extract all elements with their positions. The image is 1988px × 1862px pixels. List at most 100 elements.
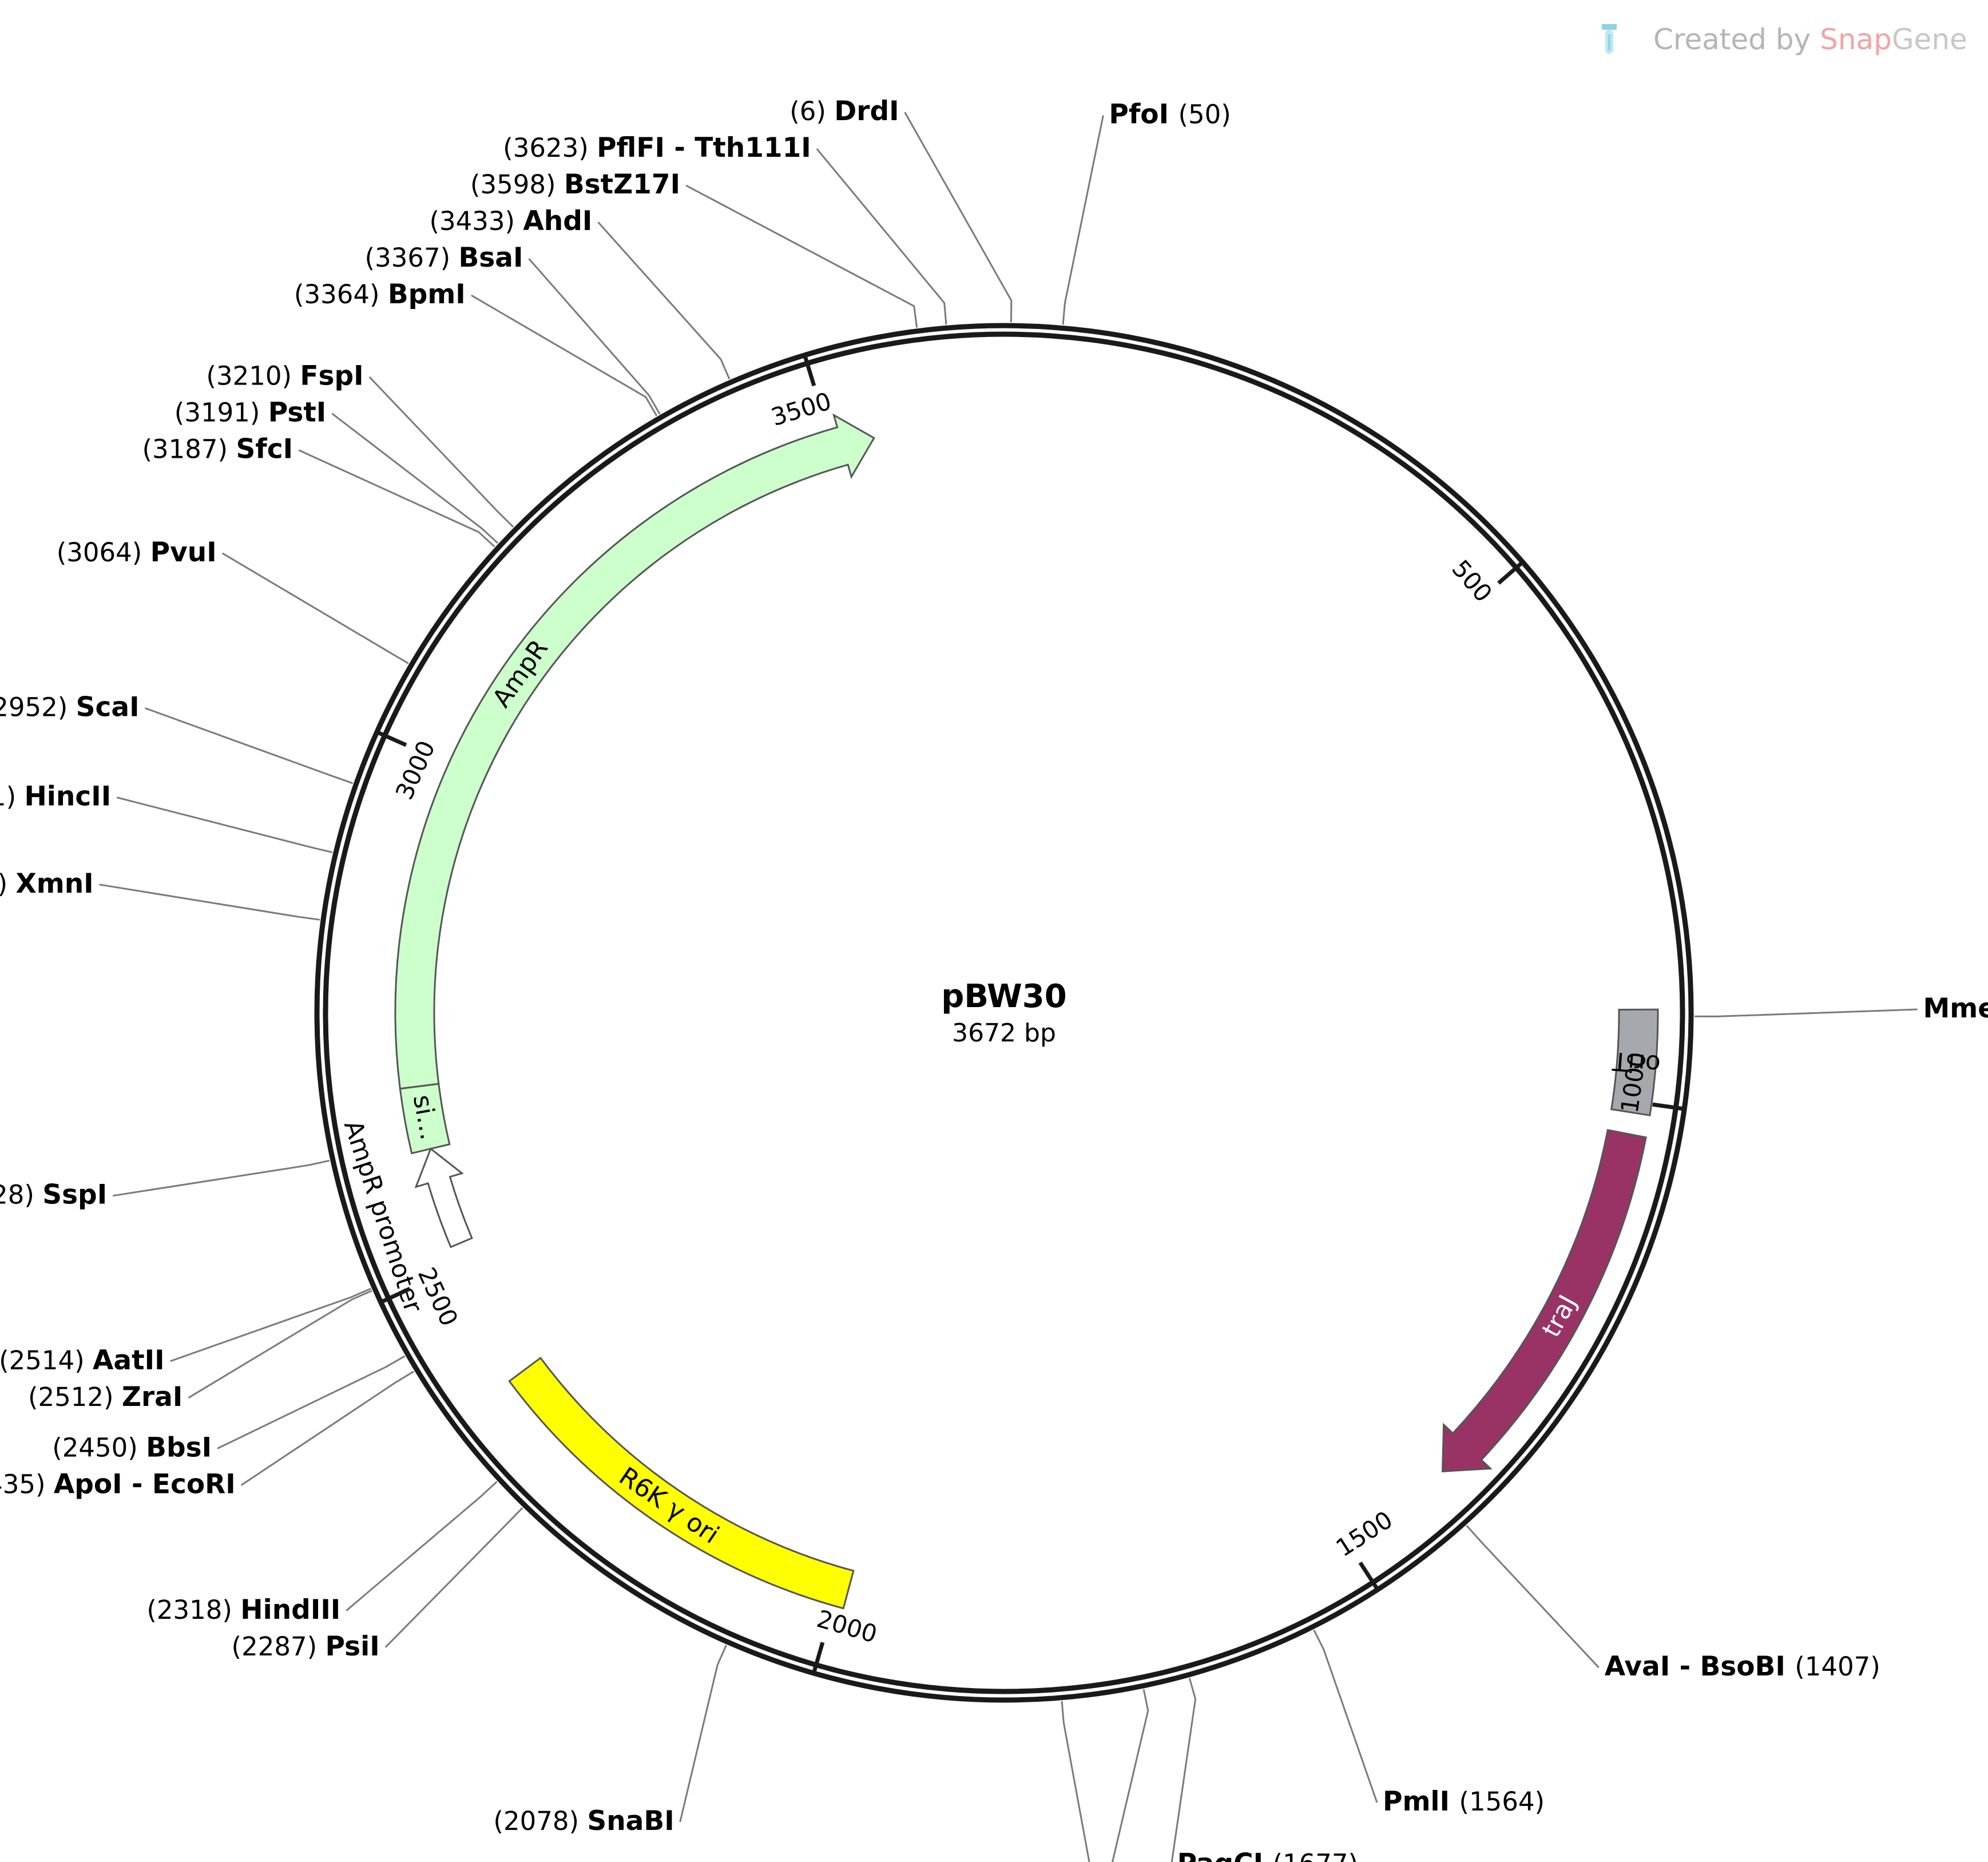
tick-mark-1500	[1358, 1561, 1380, 1591]
feature-signal[interactable]: si…	[399, 1083, 451, 1155]
site-name-ahdi: AhdI	[523, 205, 592, 237]
feature-shape-ampr-promoter	[414, 1147, 473, 1249]
site-label-pmli[interactable]: PmlI (1564)	[1383, 1786, 1545, 1817]
site-position-pmli: (1564)	[1459, 1786, 1545, 1817]
site-label-xmni[interactable]: (2833) XmnI	[0, 868, 94, 900]
site-position-xmni: (2833)	[0, 869, 16, 899]
tick-mark-2500	[380, 1286, 411, 1304]
site-name-avai-bsobi: AvaI - BsoBI	[1605, 1651, 1795, 1682]
site-leader-pflfi-tth111i	[816, 148, 947, 325]
site-label-snabi[interactable]: (2078) SnaBI	[493, 1805, 674, 1837]
site-name-snabi: SnaBI	[587, 1805, 674, 1837]
site-label-bsai[interactable]: (3367) BsaI	[365, 242, 523, 274]
site-name-pfoi: PfoI	[1109, 99, 1178, 130]
site-name-hincii: HincII	[24, 781, 111, 813]
site-leader-pmli	[1313, 1629, 1378, 1803]
site-leader-scai	[145, 707, 354, 785]
site-position-psti: (3191)	[174, 398, 268, 428]
site-label-aatii[interactable]: (2514) AatII	[0, 1345, 165, 1376]
site-position-hincii: (2891)	[0, 782, 24, 812]
site-label-hincii[interactable]: (2891) HincII	[0, 781, 111, 813]
site-label-bbsi[interactable]: (2450) BbsI	[52, 1432, 212, 1463]
snapgene-tube-icon	[1602, 24, 1617, 54]
feature-orit[interactable]: oriT	[1610, 1008, 1662, 1116]
site-name-xmni: XmnI	[16, 868, 94, 900]
site-leader-fspi	[368, 376, 514, 528]
site-label-pfoi[interactable]: PfoI (50)	[1109, 99, 1231, 130]
site-label-sspi[interactable]: (2628) SspI	[0, 1179, 107, 1211]
tick-mark-1000	[1652, 1102, 1685, 1111]
brand-snap: Snap	[1820, 23, 1892, 56]
site-leader-aatii	[170, 1287, 371, 1362]
site-label-bpmi[interactable]: (3364) BpmI	[294, 279, 466, 310]
site-label-psti[interactable]: (3191) PstI	[174, 397, 327, 429]
site-position-pvui: (3064)	[57, 537, 150, 568]
svg-text:Created by SnapGene: Created by SnapGene	[1653, 23, 1967, 56]
site-name-bsai: BsaI	[458, 242, 523, 274]
site-label-sfci[interactable]: (3187) SfcI	[142, 434, 293, 465]
site-label-drdi[interactable]: (6) DrdI	[789, 96, 899, 127]
site-name-hindiii: HindIII	[240, 1594, 340, 1626]
site-position-fspi: (3210)	[206, 361, 300, 391]
site-label-pflfi-tth111i[interactable]: (3623) PflFI - Tth111I	[503, 132, 811, 164]
site-leader-pvui	[221, 552, 409, 664]
site-position-sfci: (3187)	[142, 434, 236, 465]
site-position-drdi: (6)	[789, 96, 834, 126]
site-leader-xmni	[99, 884, 320, 921]
site-name-mmei: MmeI	[1923, 993, 1988, 1024]
site-label-mmei[interactable]: MmeI (921)	[1923, 993, 1988, 1024]
site-position-scai: (2952)	[0, 692, 76, 723]
site-leader-bpmi	[471, 294, 658, 417]
site-label-zrai[interactable]: (2512) ZraI	[28, 1381, 182, 1413]
site-leader-hincii	[116, 797, 333, 854]
feature-r6k-ori[interactable]: R6K γ ori	[508, 1357, 855, 1610]
site-label-avai-bsobi[interactable]: AvaI - BsoBI (1407)	[1605, 1651, 1880, 1682]
brand-gene: Gene	[1892, 23, 1967, 56]
site-label-apoi-ecori[interactable]: (2435) ApoI - EcoRI	[0, 1468, 236, 1500]
site-label-psii[interactable]: (2287) PsiI	[232, 1631, 380, 1662]
site-name-pflfi-tth111i: PflFI - Tth111I	[597, 132, 811, 164]
site-label-scai[interactable]: (2952) ScaI	[0, 692, 140, 723]
site-label-bstz17i[interactable]: (3598) BstZ17I	[470, 169, 680, 200]
feature-shape-orit	[1610, 1008, 1659, 1116]
site-position-bpmi: (3364)	[294, 279, 388, 310]
feature-shape-ampr	[394, 413, 875, 1090]
site-name-aatii: AatII	[93, 1345, 165, 1376]
site-position-pfoi: (50)	[1178, 100, 1231, 130]
feature-label-orit: oriT	[1612, 1046, 1662, 1079]
tick-mark-3000	[376, 730, 407, 747]
site-leader-hindiii	[346, 1481, 498, 1611]
site-leader-snabi	[679, 1645, 727, 1823]
tick-mark-3500	[803, 354, 816, 387]
site-position-apoi-ecori: (2435)	[0, 1469, 54, 1499]
site-leader-ahdi	[597, 221, 731, 380]
site-leader-mmei	[1694, 1008, 1918, 1017]
site-position-ahdi: (3433)	[429, 206, 523, 236]
site-label-hindiii[interactable]: (2318) HindIII	[146, 1594, 340, 1626]
site-label-ahdi[interactable]: (3433) AhdI	[429, 205, 592, 237]
site-name-pvui: PvuI	[150, 537, 217, 568]
site-leader-bbsi	[217, 1355, 406, 1449]
site-label-paqci[interactable]: PaqCI (1677)	[1177, 1848, 1359, 1862]
feature-shape-r6k-ori	[508, 1357, 855, 1610]
brand-created-by: Created by	[1653, 23, 1820, 56]
tick-label-3500: 3500	[768, 387, 835, 431]
site-label-fspi[interactable]: (3210) FspI	[206, 360, 363, 392]
tick-mark-2000	[812, 1642, 825, 1674]
site-leader-zrai	[188, 1290, 372, 1399]
site-leader-avai-bsobi	[1466, 1525, 1600, 1669]
site-leader-apoi-ecori	[240, 1370, 415, 1486]
tick-label-3000: 3000	[390, 736, 441, 804]
site-name-bstz17i: BstZ17I	[564, 169, 680, 200]
site-leader-psii	[384, 1507, 523, 1648]
site-leader-paqci	[1170, 1678, 1197, 1862]
site-position-zrai: (2512)	[28, 1382, 122, 1412]
plasmid-center-label: pBW30 3672 bp	[941, 978, 1066, 1048]
site-name-psti: PstI	[268, 397, 327, 429]
tick-label-500: 500	[1446, 554, 1498, 608]
site-name-apoi-ecori: ApoI - EcoRI	[54, 1468, 236, 1500]
site-label-pvui[interactable]: (3064) PvuI	[57, 537, 217, 568]
site-position-bbsi: (2450)	[52, 1432, 146, 1463]
site-name-psii: PsiI	[325, 1631, 379, 1662]
